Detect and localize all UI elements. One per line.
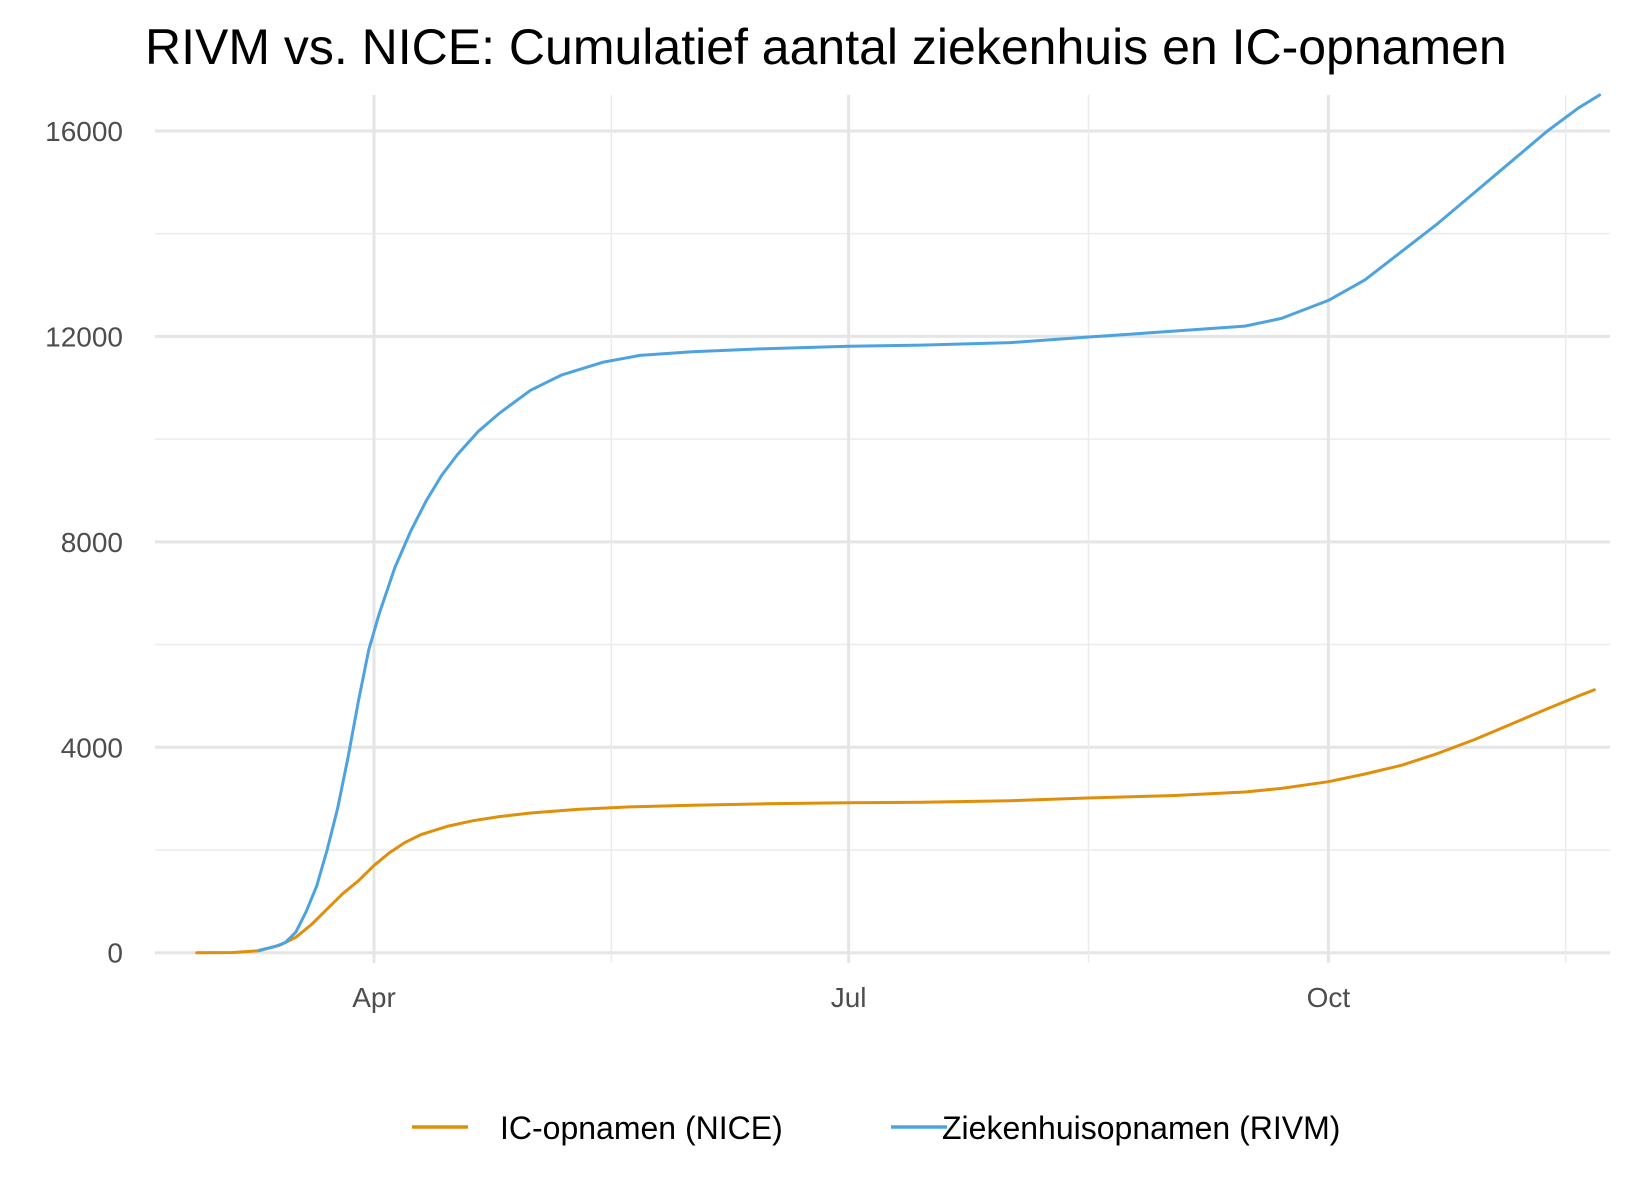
series-line-ziekenhuis-rivm [257,93,1602,952]
y-axis-ticks: 0 4000 8000 12000 16000 [45,116,123,969]
y-tick-label: 8000 [61,527,123,558]
grid [155,95,1610,963]
y-tick-label: 12000 [45,321,123,352]
y-tick-label: 0 [107,938,123,969]
y-tick-label: 4000 [61,732,123,763]
x-tick-label: Jul [831,982,867,1013]
y-tick-label: 16000 [45,116,123,147]
chart-title: RIVM vs. NICE: Cumulatief aantal ziekenh… [145,19,1507,75]
x-tick-label: Oct [1307,982,1351,1013]
x-tick-label: Apr [352,982,396,1013]
legend-label: IC-opnamen (NICE) [500,1110,783,1146]
series-lines [195,93,1602,955]
legend: IC-opnamen (NICE) Ziekenhuisopnamen (RIVM… [412,1110,1340,1146]
legend-label: Ziekenhuisopnamen (RIVM) [942,1110,1340,1146]
series-line-ic-nice [195,688,1596,955]
x-axis-ticks: Apr Jul Oct [352,982,1350,1013]
